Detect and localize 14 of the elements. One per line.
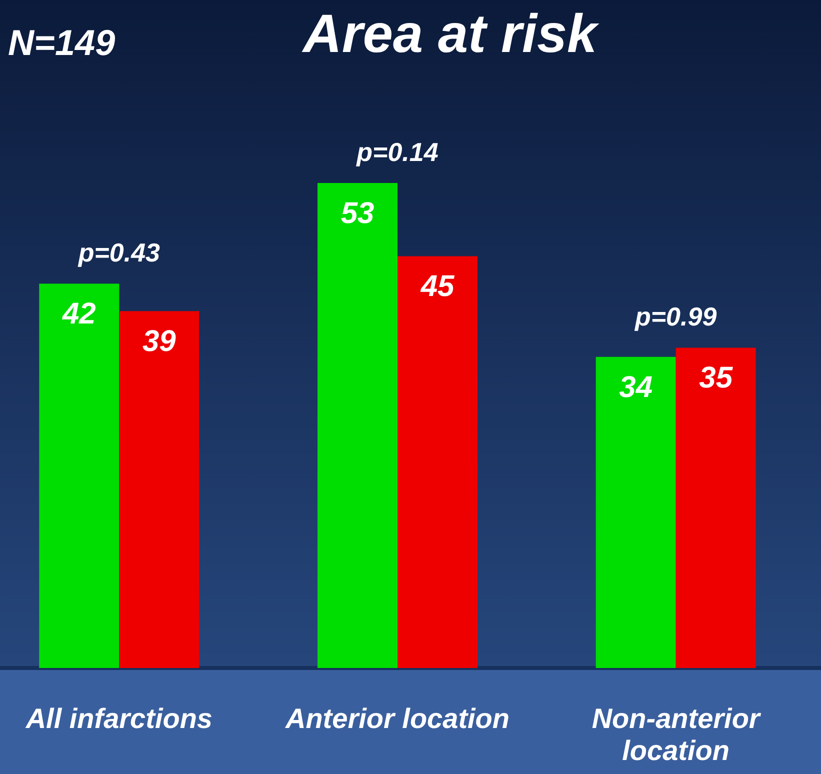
data-label: 35 (699, 362, 734, 395)
chart-title: Area at risk (300, 4, 600, 64)
annotation: p=0.14 (356, 137, 439, 167)
annotation: p=0.99 (634, 302, 718, 332)
data-label: 45 (420, 270, 456, 304)
data-label: 42 (61, 298, 96, 331)
text: N=149 (8, 22, 116, 63)
x-tick-label: Anterior location (284, 703, 510, 734)
annotation: p=0.43 (77, 238, 161, 268)
data-label: 53 (340, 197, 374, 230)
x-tick-label: Non-anterior location (592, 703, 762, 766)
data-label: 39 (142, 325, 176, 358)
data-label: 34 (619, 370, 653, 404)
x-tick-label: All infarctions (24, 703, 213, 734)
